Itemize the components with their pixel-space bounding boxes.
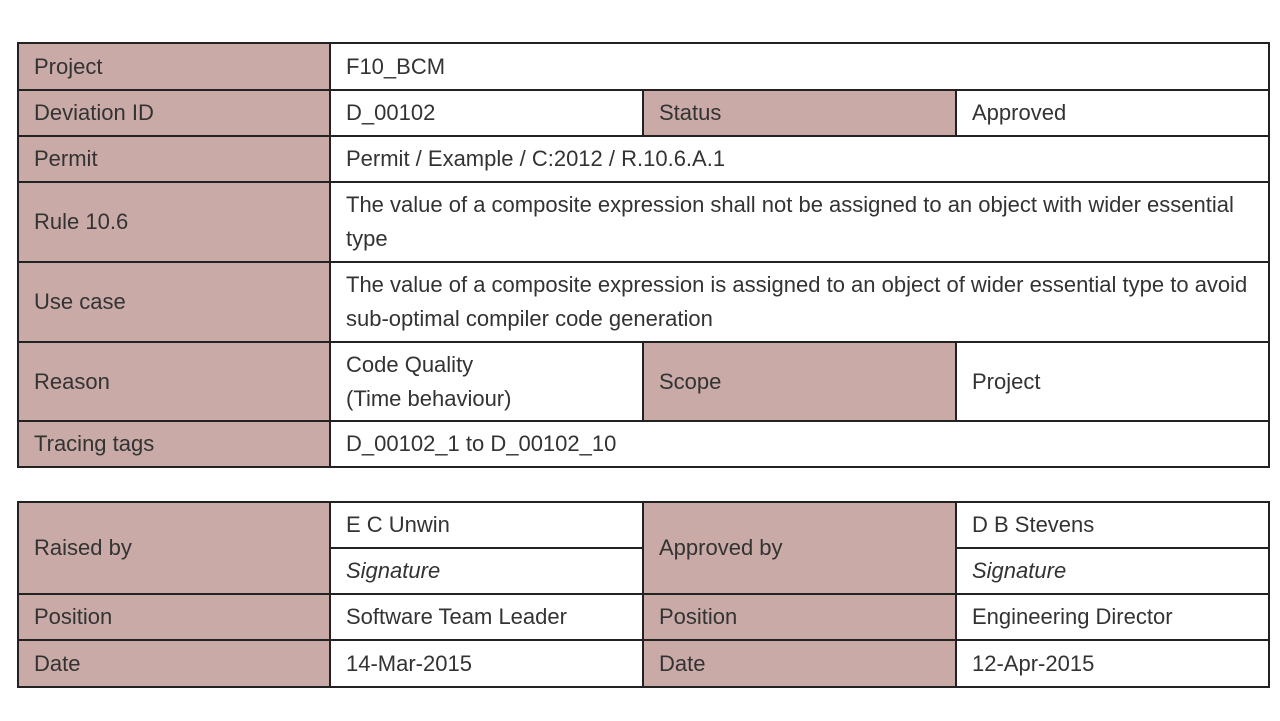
value-cell: Permit / Example / C:2012 / R.10.6.A.1 [328, 135, 1271, 183]
label-cell: Date [642, 639, 957, 688]
value-cell: Project [954, 341, 1271, 422]
value-cell: Software Team Leader [329, 593, 644, 641]
value-cell: D_00102 [329, 89, 644, 137]
deviation-table: Project F10_BCM Deviation ID D_00102 Status… [17, 42, 1271, 468]
value-cell: Engineering Director [955, 593, 1270, 641]
label-cell: Tracing tags [17, 420, 331, 468]
label-cell: Project [17, 42, 331, 91]
signature-cell: Signature [955, 547, 1270, 595]
label-cell: Position [642, 593, 957, 641]
label-cell: Date [17, 639, 331, 688]
value-cell: The value of a composite expression is a… [328, 261, 1271, 343]
label-cell: Permit [17, 135, 331, 183]
label-cell: Position [17, 593, 331, 641]
value-cell: D_00102_1 to D_00102_10 [328, 420, 1271, 468]
label-cell: Scope [642, 341, 957, 422]
value-cell: Code Quality (Time behaviour) [329, 341, 644, 422]
label-cell: Raised by [17, 501, 331, 595]
value-cell: The value of a composite expression shal… [328, 181, 1271, 263]
value-cell: 12-Apr-2015 [955, 639, 1270, 688]
signoff-table: Raised by E C Unwin Approved by D B Stevens… [17, 501, 1270, 688]
signature-cell: Signature [329, 547, 644, 595]
label-cell: Status [642, 89, 957, 137]
value-cell: Approved [954, 89, 1271, 137]
value-cell: D B Stevens [955, 501, 1270, 549]
label-cell: Rule 10.6 [17, 181, 331, 263]
label-cell: Deviation ID [17, 89, 331, 137]
value-cell: E C Unwin [329, 501, 644, 549]
label-cell: Use case [17, 261, 331, 343]
value-cell: 14-Mar-2015 [329, 639, 644, 688]
label-cell: Reason [17, 341, 331, 422]
label-cell: Approved by [642, 501, 957, 595]
value-cell: F10_BCM [328, 42, 1271, 91]
